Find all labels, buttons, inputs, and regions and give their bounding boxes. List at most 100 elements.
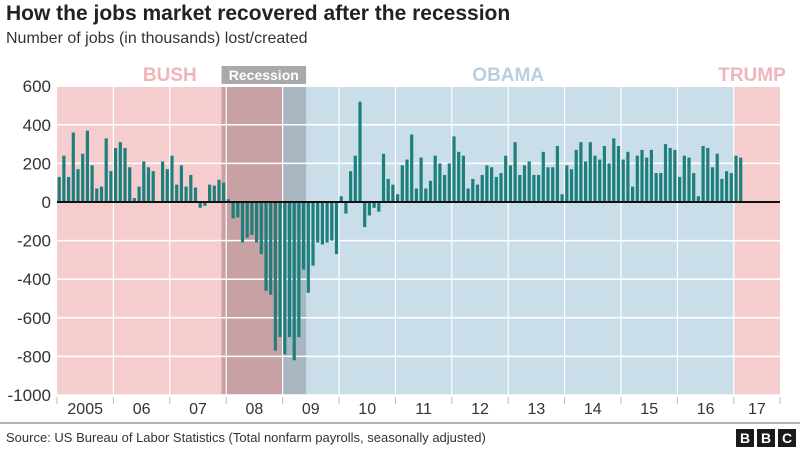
bar-2006-11	[161, 161, 165, 202]
bar-2005-9	[95, 188, 99, 202]
bar-2008-6	[250, 202, 254, 235]
bar-2006-12	[165, 169, 169, 202]
bar-2009-11	[330, 202, 334, 241]
bar-2015-12	[673, 149, 677, 202]
bar-2012-4	[466, 188, 470, 202]
y-tick-label: -1000	[8, 386, 51, 405]
bar-2014-5	[584, 161, 588, 202]
bar-2014-11	[612, 138, 616, 202]
bar-2005-10	[99, 186, 104, 202]
bar-2015-4	[635, 155, 639, 202]
bar-2005-8	[90, 165, 94, 202]
bar-2015-1	[621, 159, 625, 202]
bar-2009-1	[283, 202, 287, 355]
x-tick-label: 11	[415, 401, 432, 418]
bar-2011-5	[414, 188, 418, 202]
bar-2011-6	[419, 157, 423, 202]
bar-2015-2	[626, 151, 630, 202]
bar-2010-9	[377, 202, 381, 212]
bbc-logo-letter: C	[778, 429, 796, 447]
bar-2013-2	[513, 142, 517, 202]
bar-2014-9	[602, 146, 606, 202]
bar-2009-5	[302, 202, 306, 270]
bar-2010-4	[353, 155, 357, 202]
bar-2008-5	[245, 202, 249, 238]
bar-2013-1	[508, 165, 512, 202]
y-tick-label: 0	[42, 193, 51, 212]
bbc-logo-letter: B	[757, 429, 775, 447]
bar-2012-7	[480, 174, 484, 202]
bar-2016-8	[710, 167, 715, 202]
bar-2010-3	[349, 171, 353, 202]
x-tick-label: 12	[471, 401, 489, 418]
bar-2012-3	[461, 155, 465, 202]
bar-2014-10	[607, 163, 611, 202]
bar-2014-1	[565, 165, 569, 202]
chart-subtitle: Number of jobs (in thousands) lost/creat…	[6, 30, 308, 47]
bar-2015-8	[654, 173, 658, 202]
source-note: Source: US Bureau of Labor Statistics (T…	[6, 430, 486, 445]
y-tick-label: 400	[23, 116, 51, 135]
bar-2011-8	[428, 180, 433, 202]
bar-2014-12	[616, 146, 621, 202]
bar-2016-9	[715, 153, 719, 202]
bar-2011-12	[447, 163, 451, 202]
bar-2005-6	[81, 153, 85, 202]
period-label-bush: BUSH	[143, 65, 197, 86]
bar-2013-10	[551, 167, 555, 202]
bar-2017-1	[734, 155, 738, 202]
x-tick-label: 10	[358, 401, 376, 418]
recession-label-box	[221, 66, 307, 84]
bar-2015-11	[668, 147, 672, 202]
bar-2014-4	[579, 142, 583, 202]
x-tick-label: 08	[246, 401, 264, 418]
bar-2014-8	[598, 159, 602, 202]
bar-2006-4	[128, 167, 132, 202]
x-tick-label: 14	[584, 401, 602, 418]
bar-2016-2	[682, 155, 686, 202]
y-tick-label: 600	[23, 77, 51, 96]
bar-2012-1	[452, 136, 456, 202]
bar-2014-3	[574, 149, 578, 202]
bar-2005-1	[57, 176, 61, 202]
bar-2011-3	[405, 159, 409, 202]
bar-2012-10	[494, 176, 498, 202]
bar-2011-1	[396, 194, 400, 202]
bar-2005-11	[104, 138, 108, 202]
bar-2008-11	[273, 202, 277, 351]
bar-2009-3	[292, 202, 296, 361]
bar-2009-6	[306, 202, 310, 293]
bar-2016-4	[692, 173, 696, 202]
bar-2013-6	[532, 174, 536, 202]
bar-2006-1	[114, 147, 118, 202]
bar-2015-6	[645, 157, 649, 202]
bar-2007-10	[212, 185, 216, 202]
bar-2007-8	[203, 202, 207, 206]
period-label-trump: TRUMP	[718, 65, 786, 86]
x-tick-label: 17	[748, 401, 766, 418]
bar-2016-3	[687, 157, 691, 202]
bar-2006-2	[118, 142, 122, 202]
bar-2013-5	[527, 161, 531, 202]
bar-2012-2	[457, 151, 461, 202]
bar-2009-10	[325, 202, 329, 243]
bar-2009-12	[334, 202, 339, 255]
bar-2007-3	[179, 165, 183, 202]
y-tick-label: -600	[17, 309, 51, 328]
bar-2010-6	[363, 202, 367, 228]
bar-2007-1	[170, 155, 174, 202]
bar-2012-11	[499, 173, 503, 202]
bar-2007-5	[189, 174, 193, 202]
x-tick-label: 15	[640, 401, 658, 418]
x-tick-label: 2005	[67, 401, 103, 418]
bar-2006-5	[132, 198, 136, 202]
bar-2008-3	[236, 202, 240, 218]
bar-2010-7	[367, 202, 371, 216]
bar-2016-7	[706, 147, 710, 202]
bar-2009-9	[320, 202, 324, 245]
x-tick-label: 16	[697, 401, 715, 418]
bar-2005-3	[67, 176, 71, 202]
bar-2010-2	[344, 202, 348, 214]
bar-2008-4	[240, 202, 245, 243]
bar-2012-8	[485, 165, 489, 202]
